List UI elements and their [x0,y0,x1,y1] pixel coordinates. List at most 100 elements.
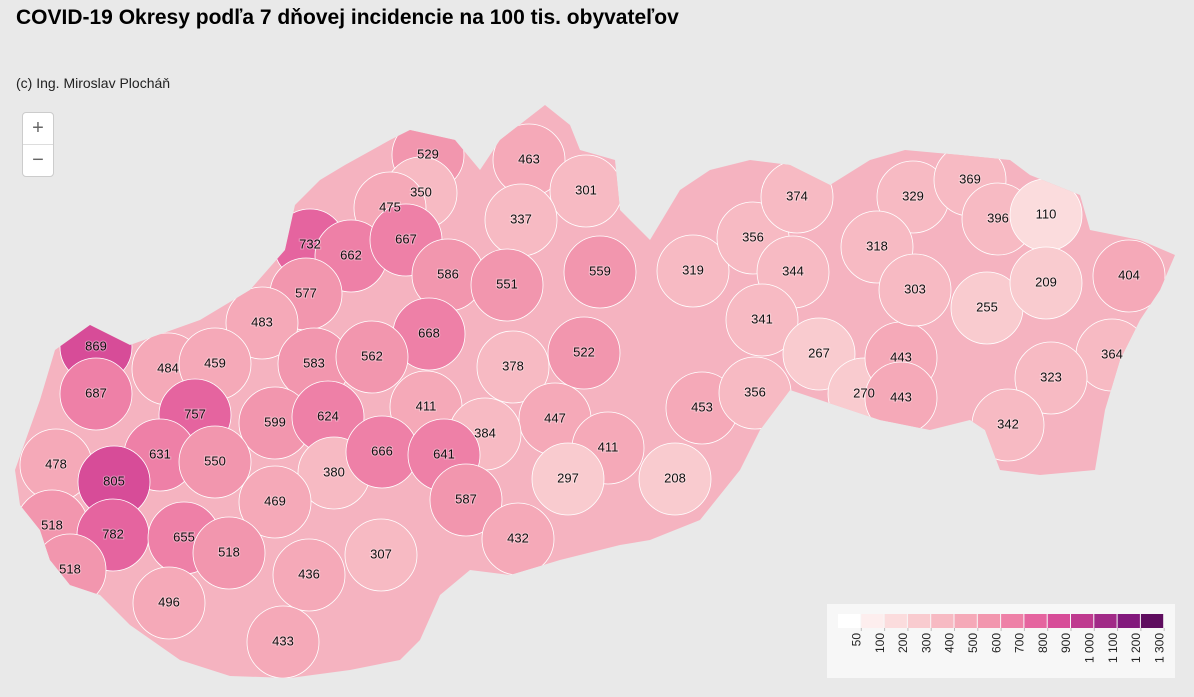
legend-label: 1 300 [1152,633,1166,663]
legend-label: 100 [873,633,887,653]
district-value: 404 [1118,267,1140,282]
district-value: 805 [103,473,125,488]
district [238,465,312,539]
district-value: 297 [557,470,579,485]
district-value: 529 [417,146,439,161]
district-value: 378 [502,358,524,373]
district-value: 624 [317,408,339,423]
legend-label: 1 200 [1129,633,1143,663]
zoom-out[interactable]: − [23,144,53,176]
district-value: 518 [218,544,240,559]
district [656,234,730,308]
district-value: 586 [437,266,459,281]
district-value: 341 [751,311,773,326]
district [470,248,544,322]
district-value: 301 [575,182,597,197]
district-value: 518 [59,561,81,576]
district [335,320,409,394]
district [725,283,799,357]
district [246,605,320,678]
district-value: 522 [573,344,595,359]
district-value: 484 [157,360,179,375]
legend-label: 800 [1036,633,1050,653]
district-value: 453 [691,399,713,414]
district-value: 364 [1101,346,1123,361]
district-value: 411 [416,398,437,413]
district [1014,341,1088,415]
legend-label: 1 000 [1082,633,1096,663]
district-value: 380 [323,464,345,479]
legend-label: 400 [943,633,957,653]
district-value: 303 [904,281,926,296]
district-value: 319 [682,262,704,277]
district [638,442,712,516]
district [429,463,503,537]
legend-label: 700 [1013,633,1027,653]
legend-swatch [884,614,907,628]
district-value: 668 [418,325,440,340]
legend-swatch [1001,614,1024,628]
district-value: 757 [184,406,206,421]
district-value: 411 [598,439,619,454]
legend-swatch [954,614,977,628]
district [178,425,252,499]
zoom-control: + − [22,112,54,177]
district-value: 307 [370,546,392,561]
legend-label: 500 [966,633,980,653]
district-value: 369 [959,171,981,186]
district-value: 344 [782,263,804,278]
district-value: 209 [1035,274,1057,289]
district [225,286,299,360]
district-value: 551 [496,276,518,291]
district [344,518,418,592]
district-value: 562 [361,348,383,363]
district-value: 559 [589,263,611,278]
district-value: 869 [85,338,107,353]
district-value: 267 [808,345,830,360]
district-value: 587 [455,491,477,506]
legend-label: 300 [919,633,933,653]
district-value: 447 [544,410,566,425]
district-value: 374 [786,188,808,203]
district-value: 599 [264,414,286,429]
district-value: 208 [664,470,686,485]
zoom-in[interactable]: + [32,117,44,139]
legend-label: 200 [896,633,910,653]
district-value: 583 [303,355,325,370]
district-value: 667 [395,231,417,246]
legend-swatch [1071,614,1094,628]
district-value: 655 [173,529,195,544]
district-value: 270 [853,385,875,400]
legend-swatch [1094,614,1117,628]
legend-label: 600 [989,633,1003,653]
district [878,253,952,327]
district-value: 550 [204,453,226,468]
district-value: 496 [158,594,180,609]
district [547,316,621,390]
district-value: 469 [264,493,286,508]
legend: 50 100 200 300 400 500 600 700 800 900 1 000 1 100 1… [838,614,1166,663]
district-value: 475 [379,199,401,214]
district-value: 443 [890,349,912,364]
district-value: 478 [45,456,67,471]
legend-swatch [977,614,1001,628]
district-value: 641 [433,446,455,461]
district [476,330,550,404]
district-value: 662 [340,247,362,262]
district-value: 459 [204,355,226,370]
district [531,442,605,516]
district [1009,246,1083,320]
district-value: 110 [1036,206,1057,221]
district [132,566,206,640]
legend-label: 1 100 [1106,633,1120,663]
legend-swatch [1047,614,1070,628]
legend-swatch [1117,614,1140,628]
legend-label: 50 [849,633,863,647]
district-value: 396 [987,210,1009,225]
district-value: 782 [102,526,124,541]
district [192,516,266,590]
district-value: 342 [997,416,1019,431]
legend-swatch [1024,614,1047,628]
